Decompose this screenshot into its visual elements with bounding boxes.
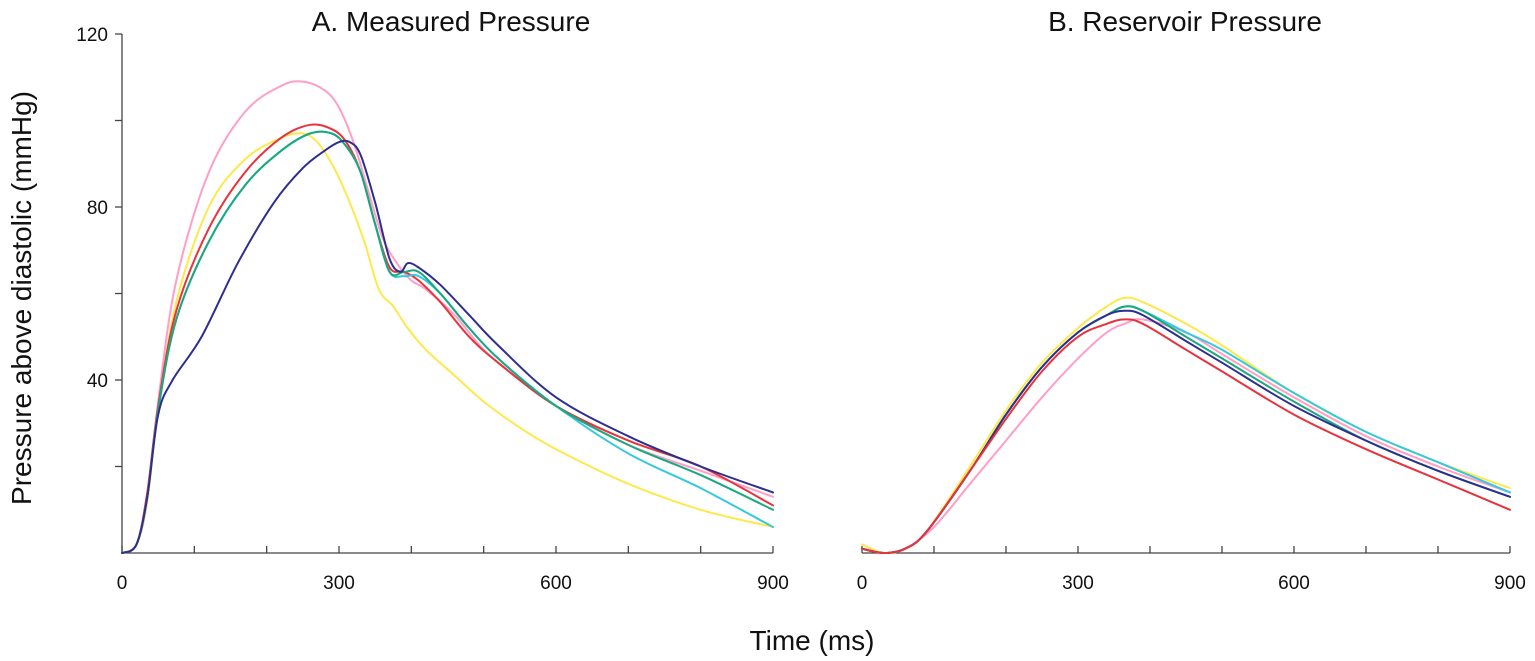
panel-reservoir-pressure: B. Reservoir Pressure 0 300 600 900: [857, 6, 1526, 594]
panel-a-title: A. Measured Pressure: [312, 6, 591, 37]
panel-b-series: [861, 296, 1511, 555]
panel-b-series-line-5: [861, 309, 1511, 554]
panel-b-series-line-2: [861, 318, 1511, 554]
panel-a-series-line-4: [121, 130, 774, 554]
panel-b-series-line-3: [861, 305, 1511, 554]
x-tick-label: 900: [1494, 573, 1526, 594]
y-tick-label: 120: [76, 25, 108, 46]
panel-a-series-line-2: [121, 132, 774, 554]
x-axis-label: Time (ms): [750, 625, 875, 656]
panel-measured-pressure: A. Measured Pressure 40 80 120 0 300 600 900: [76, 6, 789, 594]
panel-a-series-line-5: [121, 130, 774, 554]
x-tick-label: 300: [1062, 573, 1094, 594]
panel-a-series-line-1: [121, 80, 774, 554]
panel-a-y-axis: 40 80 120: [76, 25, 123, 553]
x-tick-label: 0: [857, 573, 868, 594]
panel-a-series: [121, 80, 774, 554]
panel-b-x-axis: 0 300 600 900: [857, 546, 1526, 594]
panel-b-series-line-4: [861, 305, 1511, 554]
y-tick-label: 40: [87, 371, 108, 392]
y-axis-label: Pressure above diastolic (mmHg): [6, 91, 37, 505]
x-tick-label: 600: [1278, 573, 1310, 594]
x-tick-label: 300: [323, 573, 355, 594]
x-tick-label: 600: [540, 573, 572, 594]
panel-a-x-axis: 0 300 600 900: [117, 546, 789, 594]
panel-b-series-line-6: [861, 318, 1511, 554]
panel-b-title: B. Reservoir Pressure: [1048, 6, 1322, 37]
x-tick-label: 900: [757, 573, 789, 594]
y-tick-label: 80: [87, 198, 108, 219]
x-tick-label: 0: [117, 573, 128, 594]
panel-a-series-line-6: [121, 139, 774, 554]
